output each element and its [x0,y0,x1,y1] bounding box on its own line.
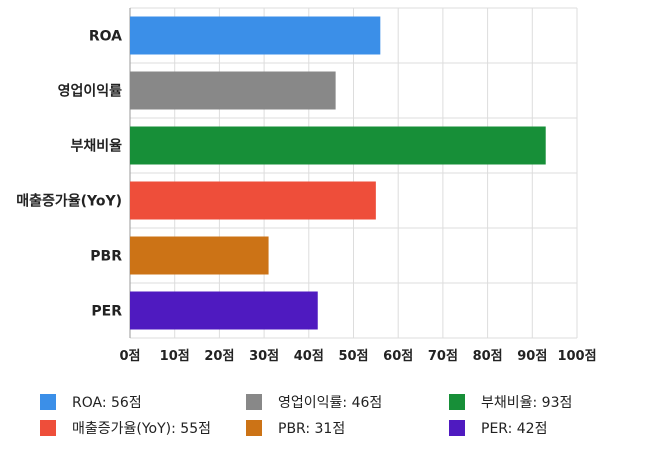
bar-1 [130,71,336,110]
legend-label: 매출증가율(YoY): 55점 [72,421,211,437]
legend-swatch [246,394,262,410]
category-label: 부채비율 [70,138,122,155]
bar-layer [130,16,546,330]
bar-3 [130,181,376,220]
x-tick-label: 40점 [294,349,324,364]
bar-5 [130,291,318,330]
category-label: 매출증가율(YoY) [16,193,122,210]
x-tick-label: 20점 [204,349,234,364]
category-label: 영업이익률 [58,83,123,100]
x-tick-label: 10점 [160,349,190,364]
legend-swatch [40,394,56,410]
x-tick-label: 100점 [557,349,596,364]
legend-label: PER: 42점 [481,421,547,437]
x-tick-label: 60점 [383,349,413,364]
x-tick-label: 70점 [428,349,458,364]
x-tick-label: 80점 [473,349,503,364]
legend-label: ROA: 56점 [72,395,142,411]
legend-label: 부채비율: 93점 [481,395,572,411]
category-label: ROA [89,29,122,45]
grid-layer [129,7,578,339]
bar-0 [130,16,381,55]
category-label: PBR [90,249,122,265]
legend-swatch [40,420,56,436]
bar-2 [130,126,546,165]
x-tick-label: 30점 [249,349,279,364]
category-label: PER [91,304,122,320]
bar-4 [130,236,269,275]
legend-swatch [449,394,465,410]
x-tick-labels: 0점 10점 20점 30점 40점 50점 60점 70점 80점 90점 100점 [119,349,596,364]
x-tick-label: 90점 [517,349,547,364]
legend-swatch [246,420,262,436]
legend-swatch [449,420,465,436]
x-tick-label: 50점 [338,349,368,364]
legend-label: PBR: 31점 [278,421,345,437]
legend-label: 영업이익률: 46점 [278,395,382,411]
x-tick-label: 0점 [119,349,140,364]
